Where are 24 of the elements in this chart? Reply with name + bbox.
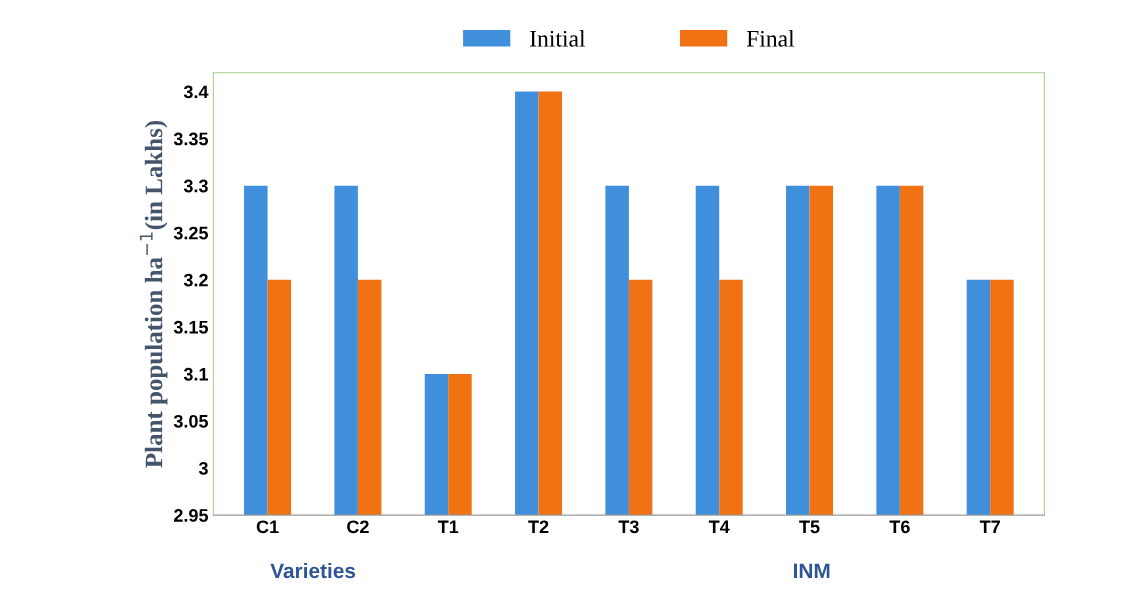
y-tick-label: 3.05 [173,414,209,428]
legend-label: Final [746,30,795,47]
x-tick-label: T1 [437,520,459,534]
text: Varieties [270,562,356,579]
y-tick-label: 3.2 [183,273,208,287]
y-tick-label: 3.1 [183,367,209,381]
x-tick-label: C1 [256,520,279,534]
y-tick-label: 3.15 [173,320,209,334]
x-tick-label: T2 [528,520,549,534]
x-tick-label: T3 [618,520,639,534]
x-tick-label: T7 [979,520,1000,534]
y-axis-title: Plant population ha$^{−1}$(in Lakhs) [139,120,168,468]
x-tick-label: T4 [708,520,730,534]
y-tick-label: 2.95 [174,509,209,522]
y-tick-label: 3.35 [173,132,209,146]
y-tick-label: 3 [198,461,208,475]
x-tick-label: C2 [347,520,369,534]
x-tick-label: T5 [799,520,820,534]
legend-label: Initial [530,30,586,47]
y-tick-label: 3.25 [173,226,209,240]
y-tick-label: 3.3 [183,179,208,193]
y-tick-label: 3.4 [183,85,209,99]
text: INM [794,563,830,578]
x-tick-label: T6 [889,520,910,534]
